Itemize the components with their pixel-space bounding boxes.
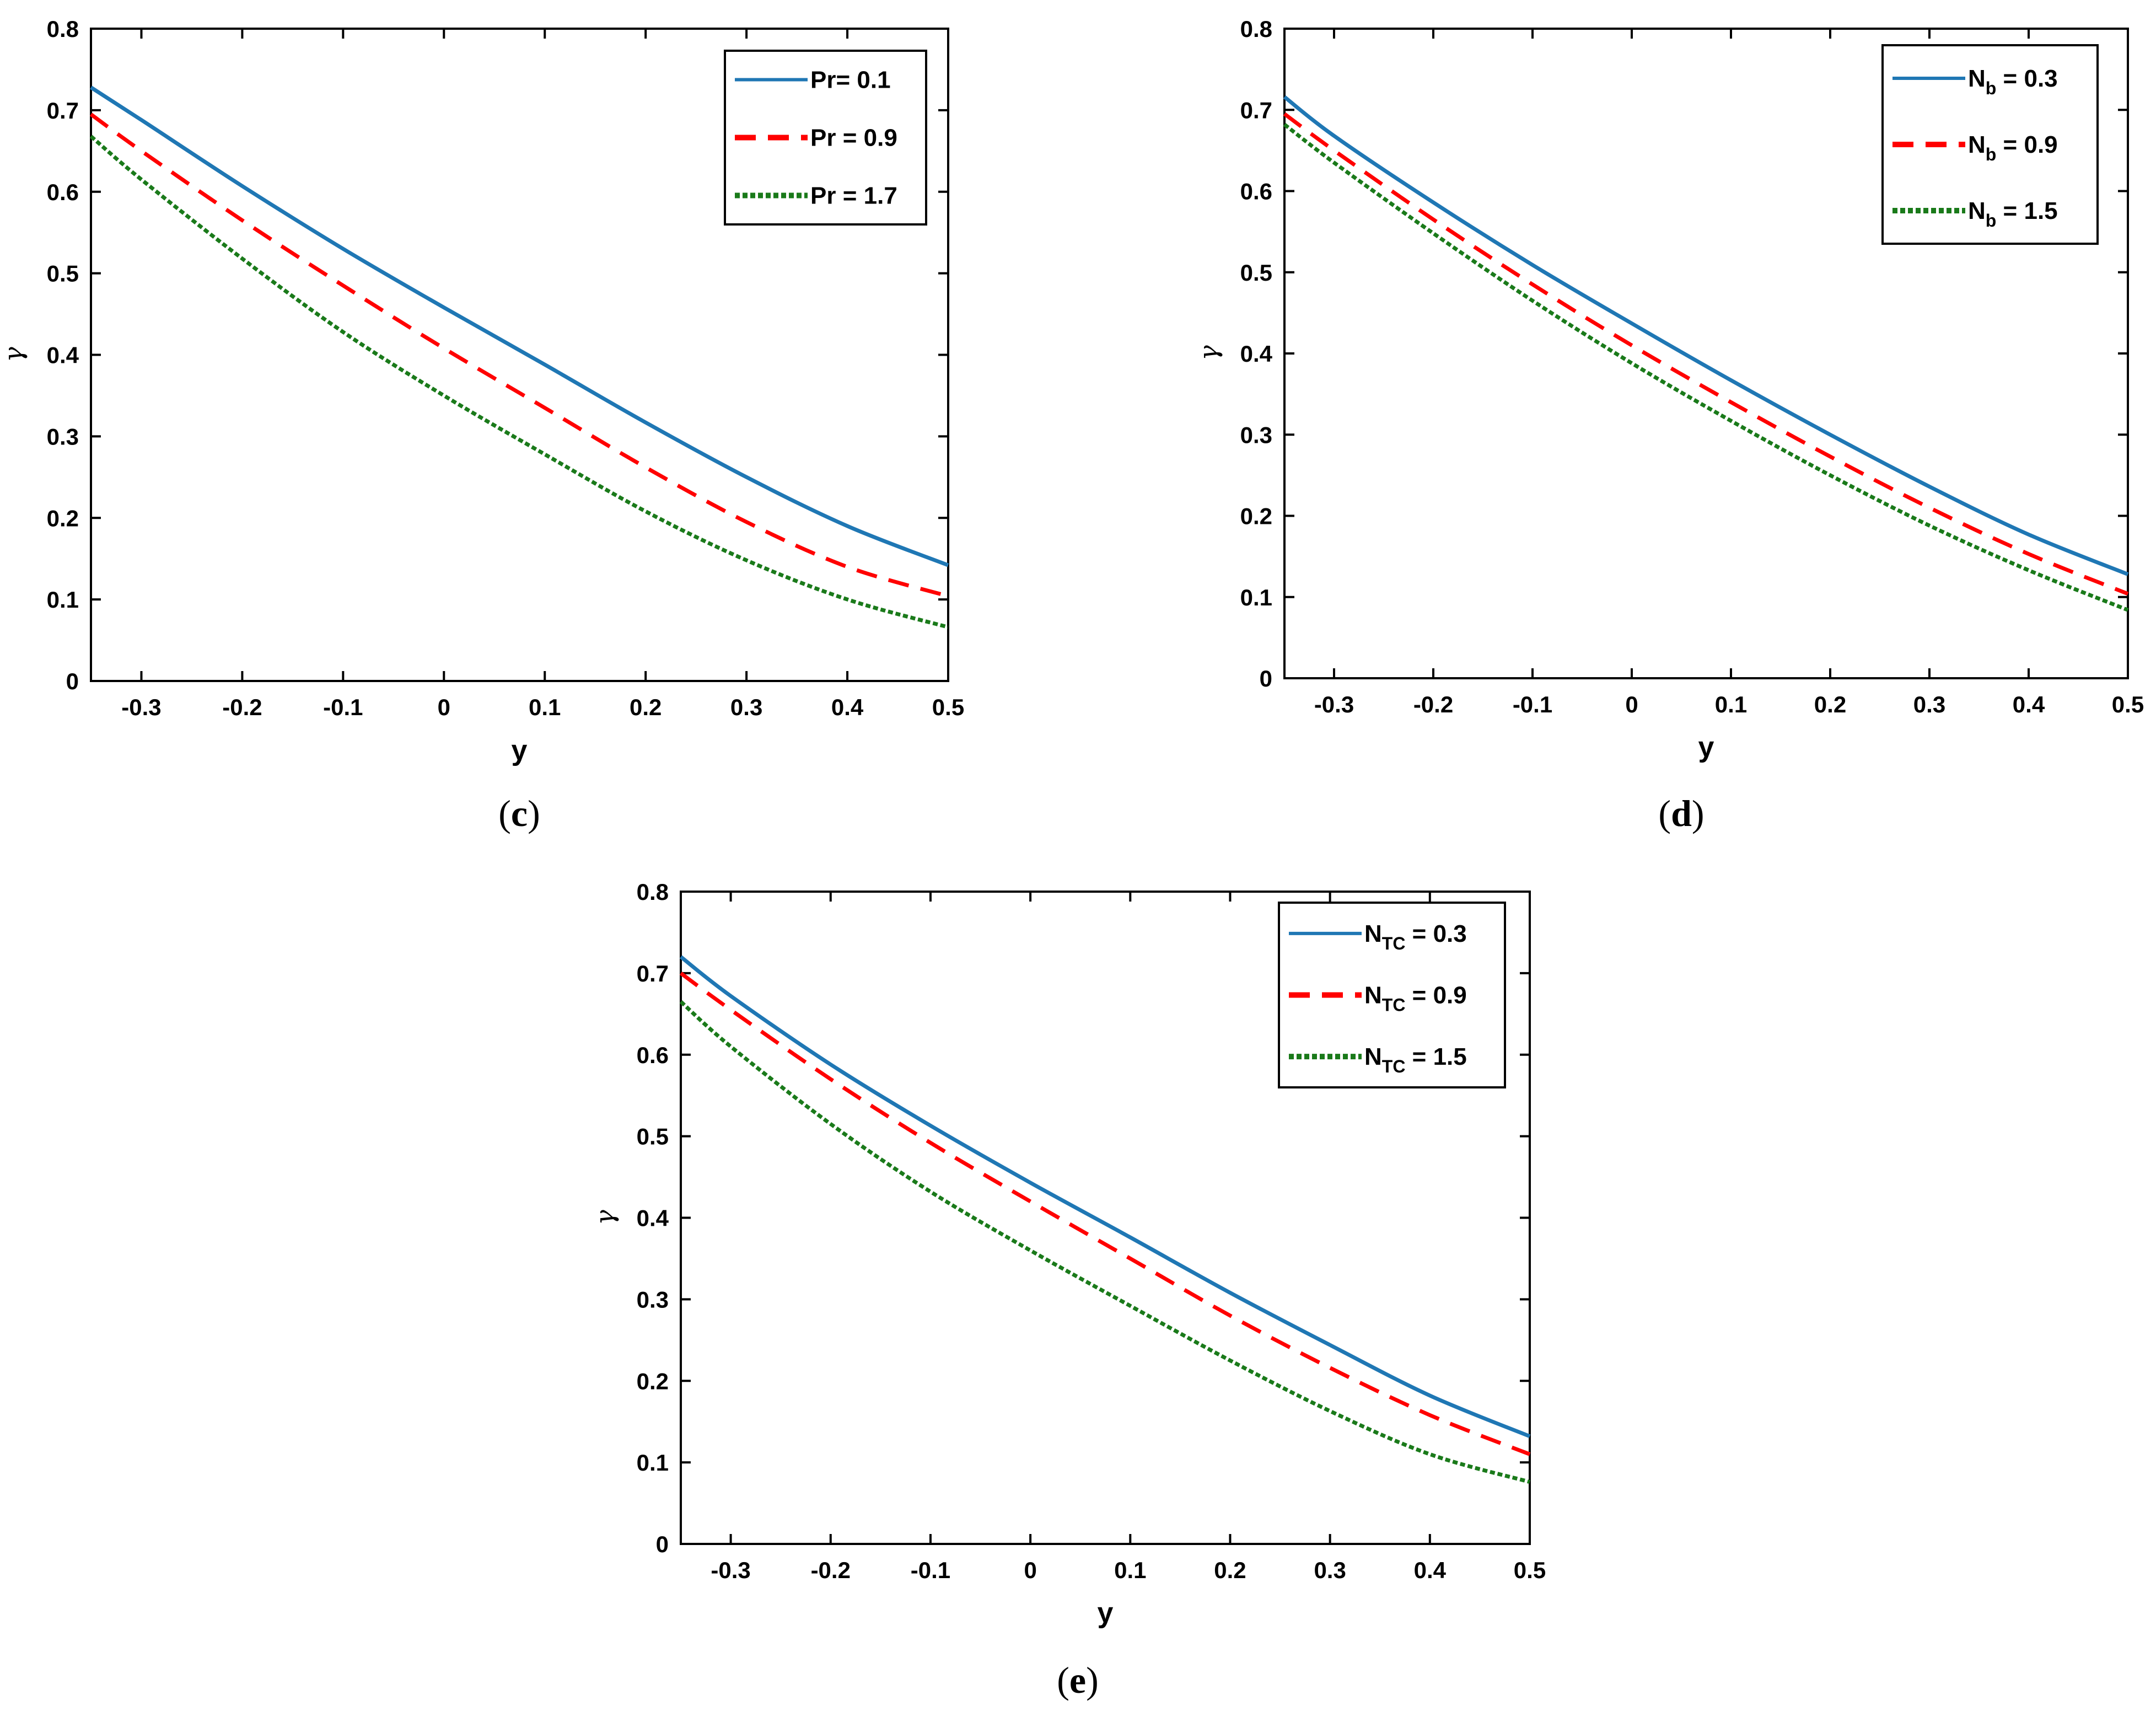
chart-d-legend-entry: Nb = 0.9 xyxy=(1968,131,2058,164)
chart-d-series xyxy=(1283,95,2129,612)
chart-d-x-tick-label: 0.2 xyxy=(1814,691,1846,717)
chart-e-x-tick-label: -0.1 xyxy=(911,1557,950,1583)
chart-d-y-tick-label: 0.8 xyxy=(1240,16,1272,42)
chart-c-y-tick-label: 0.3 xyxy=(47,423,79,449)
chart-d-x-tick-label: 0.1 xyxy=(1715,691,1747,717)
chart-c-y-tick-label: 0.7 xyxy=(47,98,79,124)
chart-c-x-tick-label: 0.2 xyxy=(630,694,662,720)
chart-e-ticks: -0.3 -0.2 -0.1 0 0.1 0.2 0.3 0.4 0.5 0 0.1 0.2 0.3 0.… xyxy=(637,879,1546,1583)
chart-e-y-tick-label: 0.8 xyxy=(637,879,669,905)
chart-c-legend: Pr= 0.1 Pr = 0.9 Pr = 1.7 xyxy=(724,50,927,226)
chart-c-x-tick-label: 0.3 xyxy=(730,694,762,720)
chart-e: -0.3 -0.2 -0.1 0 0.1 0.2 0.3 0.4 0.5 0 0.1 0.2 0.3 0.… xyxy=(590,879,1546,1701)
chart-c-x-tick-label: 0 xyxy=(438,694,450,720)
chart-c-y-tick-label: 0.1 xyxy=(47,587,79,613)
chart-e-series-dotted-line xyxy=(679,1000,1530,1484)
chart-d-ticks: -0.3 -0.2 -0.1 0 0.1 0.2 0.3 0.4 0.5 0 0.1 0.2 0.3 0.… xyxy=(1240,16,2144,717)
chart-c-series xyxy=(89,85,949,629)
chart-e-y-tick-label: 0.7 xyxy=(637,961,669,986)
chart-c-y-tick-label: 0.5 xyxy=(47,261,79,287)
chart-e-y-tick-label: 0.2 xyxy=(637,1368,669,1394)
chart-c-x-tick-label: 0.5 xyxy=(932,694,964,720)
chart-d-x-axis-title: y xyxy=(1698,731,1714,763)
chart-c-legend-entry: Pr= 0.1 xyxy=(810,67,891,94)
chart-c-x-tick-label: -0.3 xyxy=(121,694,161,720)
chart-d-y-tick-label: 0.5 xyxy=(1240,260,1272,286)
chart-e-panel-label: (e) xyxy=(1057,1659,1099,1701)
chart-c-y-axis-title: γ xyxy=(0,347,28,362)
chart-c-series-dashed-line xyxy=(89,112,949,598)
chart-c-x-tick-label: -0.2 xyxy=(222,694,262,720)
chart-e-legend: NTC = 0.3 NTC = 0.9 NTC = 1.5 xyxy=(1278,902,1506,1088)
chart-c-y-tick-label: 0.4 xyxy=(47,342,79,368)
chart-c-y-tick-label: 0.8 xyxy=(47,16,79,42)
chart-e-legend-entry: NTC = 1.5 xyxy=(1364,1043,1467,1076)
chart-c-y-tick-label: 0.2 xyxy=(47,505,79,531)
chart-d-legend-entry: Nb = 1.5 xyxy=(1968,197,2058,230)
chart-e-y-tick-label: 0.6 xyxy=(637,1042,669,1068)
chart-c-x-tick-label: 0.4 xyxy=(831,694,864,720)
chart-e-y-tick-label: 0.3 xyxy=(637,1286,669,1312)
chart-c-x-tick-label: -0.1 xyxy=(323,694,363,720)
chart-d-legend-entry: Nb = 0.3 xyxy=(1968,65,2058,98)
chart-d-x-tick-label: -0.3 xyxy=(1314,691,1354,717)
chart-e-x-tick-label: 0.5 xyxy=(1514,1557,1546,1583)
chart-d-y-tick-label: 0.2 xyxy=(1240,503,1272,529)
chart-e-x-tick-label: 0.4 xyxy=(1414,1557,1447,1583)
chart-d-y-tick-label: 0.3 xyxy=(1240,422,1272,448)
chart-d-series-solid-line xyxy=(1283,95,2129,576)
chart-e-series-solid-line xyxy=(679,955,1531,1439)
chart-d-legend: Nb = 0.3 Nb = 0.9 Nb = 1.5 xyxy=(1881,44,2099,245)
chart-c-panel-label: (c) xyxy=(498,792,540,834)
chart-e-legend-entry: NTC = 0.3 xyxy=(1364,920,1467,953)
chart-e-x-tick-label: 0.3 xyxy=(1314,1557,1346,1583)
chart-c: -0.3 -0.2 -0.1 0 0.1 0.2 0.3 0.4 0.5 0 0.1 0.2 0.3 0.… xyxy=(0,16,964,834)
chart-d-x-tick-label: 0.5 xyxy=(2112,691,2144,717)
chart-d-y-tick-label: 0.4 xyxy=(1240,341,1273,367)
chart-d-y-tick-label: 0.6 xyxy=(1240,179,1272,205)
chart-c-x-tick-label: 0.1 xyxy=(529,694,561,720)
chart-d-y-tick-label: 0 xyxy=(1260,666,1272,691)
chart-c-series-solid-line xyxy=(90,85,949,567)
chart-c-y-tick-label: 0 xyxy=(66,668,79,694)
chart-d-x-tick-label: 0.4 xyxy=(2013,691,2045,717)
chart-c-y-tick-label: 0.6 xyxy=(47,179,79,205)
chart-d-y-tick-label: 0.7 xyxy=(1240,97,1272,123)
chart-e-y-tick-label: 0.4 xyxy=(637,1205,669,1231)
chart-e-y-tick-label: 0.5 xyxy=(637,1124,669,1150)
chart-e-y-tick-label: 0 xyxy=(656,1531,669,1557)
chart-d-panel-label: (d) xyxy=(1658,792,1704,834)
chart-e-x-tick-label: 0.2 xyxy=(1214,1557,1246,1583)
chart-c-ticks: -0.3 -0.2 -0.1 0 0.1 0.2 0.3 0.4 0.5 0 0.1 0.2 0.3 0.… xyxy=(47,16,965,720)
chart-e-series-dashed-line xyxy=(679,972,1531,1456)
chart-c-legend-entry: Pr = 1.7 xyxy=(810,183,897,210)
chart-d: -0.3 -0.2 -0.1 0 0.1 0.2 0.3 0.4 0.5 0 0.1 0.2 0.3 0.… xyxy=(1193,16,2144,834)
chart-e-x-tick-label: 0 xyxy=(1024,1557,1036,1583)
chart-c-legend-entry: Pr = 0.9 xyxy=(810,125,897,152)
chart-d-x-tick-label: 0.3 xyxy=(1913,691,1945,717)
chart-e-x-tick-label: -0.3 xyxy=(711,1557,750,1583)
chart-c-x-axis-title: y xyxy=(512,734,528,766)
chart-e-x-axis-title: y xyxy=(1098,1597,1114,1629)
chart-e-y-axis-title: γ xyxy=(590,1210,620,1225)
chart-d-y-tick-label: 0.1 xyxy=(1240,584,1272,610)
chart-d-x-tick-label: -0.1 xyxy=(1513,691,1552,717)
chart-d-series-dashed-line xyxy=(1283,112,2129,596)
chart-d-x-tick-label: -0.2 xyxy=(1413,691,1453,717)
chart-e-legend-entry: NTC = 0.9 xyxy=(1364,982,1467,1015)
chart-e-series xyxy=(679,955,1531,1484)
chart-e-x-tick-label: -0.2 xyxy=(811,1557,851,1583)
chart-c-series-dotted-line xyxy=(89,135,949,629)
chart-e-y-tick-label: 0.1 xyxy=(637,1450,669,1476)
chart-d-y-axis-title: γ xyxy=(1193,345,1223,361)
chart-e-x-tick-label: 0.1 xyxy=(1114,1557,1146,1583)
chart-d-x-tick-label: 0 xyxy=(1625,691,1638,717)
chart-d-series-dotted-line xyxy=(1283,123,2129,612)
